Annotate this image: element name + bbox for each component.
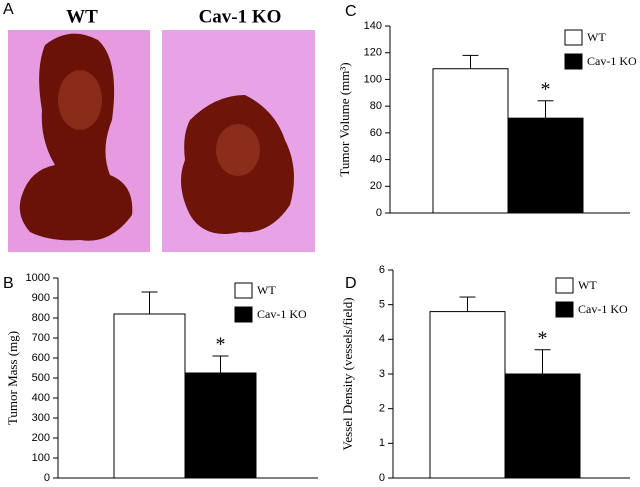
y-tick-label: 1 xyxy=(379,437,385,449)
legend-label: Cav-1 KO xyxy=(587,54,637,68)
photo-label: WT xyxy=(66,6,98,27)
legend-swatch xyxy=(564,29,583,46)
y-tick-label: 0 xyxy=(44,472,50,484)
y-axis-label: Tumor Mass (mg) xyxy=(5,331,20,425)
y-tick-label: 80 xyxy=(370,100,382,112)
y-tick-label: 120 xyxy=(364,47,382,59)
y-tick-label: 1000 xyxy=(26,272,50,284)
y-tick-label: 4 xyxy=(379,333,385,345)
y-tick-label: 2 xyxy=(379,403,385,415)
y-tick-label: 700 xyxy=(32,332,50,344)
legend-swatch xyxy=(555,301,574,318)
highlight xyxy=(58,70,102,130)
panel-letter: D xyxy=(345,275,357,292)
y-tick-label: 200 xyxy=(32,432,50,444)
y-tick-label: 300 xyxy=(32,412,50,424)
legend-swatch xyxy=(564,53,583,70)
panel-letter: B xyxy=(3,275,14,292)
bar xyxy=(113,313,186,479)
legend-label: WT xyxy=(257,283,276,297)
annotation: * xyxy=(538,327,548,349)
bar xyxy=(184,372,257,479)
tumor-wt xyxy=(19,33,133,241)
photo-label: Cav-1 KO xyxy=(199,6,282,27)
y-tick-label: 6 xyxy=(379,264,385,276)
legend-swatch xyxy=(234,282,253,299)
y-axis-label: Tumor Volume (mm³) xyxy=(337,62,352,176)
annotation: * xyxy=(541,78,551,100)
panel-letter: A xyxy=(3,1,14,18)
y-tick-label: 500 xyxy=(32,372,50,384)
y-tick-label: 900 xyxy=(32,292,50,304)
y-tick-label: 20 xyxy=(370,180,382,192)
annotation: * xyxy=(216,334,226,356)
legend-swatch xyxy=(555,277,574,294)
bar xyxy=(507,117,584,214)
y-tick-label: 0 xyxy=(376,207,382,219)
y-tick-label: 40 xyxy=(370,153,382,165)
y-tick-label: 140 xyxy=(364,20,382,32)
bar xyxy=(432,68,509,214)
legend-swatch xyxy=(234,306,253,323)
bar xyxy=(429,311,506,479)
legend-label: Cav-1 KO xyxy=(578,302,628,316)
legend-label: Cav-1 KO xyxy=(257,307,307,321)
y-tick-label: 100 xyxy=(364,73,382,85)
y-tick-label: 60 xyxy=(370,127,382,139)
y-tick-label: 3 xyxy=(379,368,385,380)
y-tick-label: 0 xyxy=(379,472,385,484)
legend-label: WT xyxy=(587,30,606,44)
legend-label: WT xyxy=(578,278,597,292)
y-tick-label: 5 xyxy=(379,299,385,311)
y-tick-label: 600 xyxy=(32,352,50,364)
bar xyxy=(504,373,581,479)
highlight xyxy=(216,124,260,176)
y-axis-label: Vessel Density (vessels/field) xyxy=(340,297,355,450)
y-tick-label: 400 xyxy=(32,392,50,404)
y-tick-label: 800 xyxy=(32,312,50,324)
panel-letter: C xyxy=(345,3,357,20)
y-tick-label: 100 xyxy=(32,452,50,464)
